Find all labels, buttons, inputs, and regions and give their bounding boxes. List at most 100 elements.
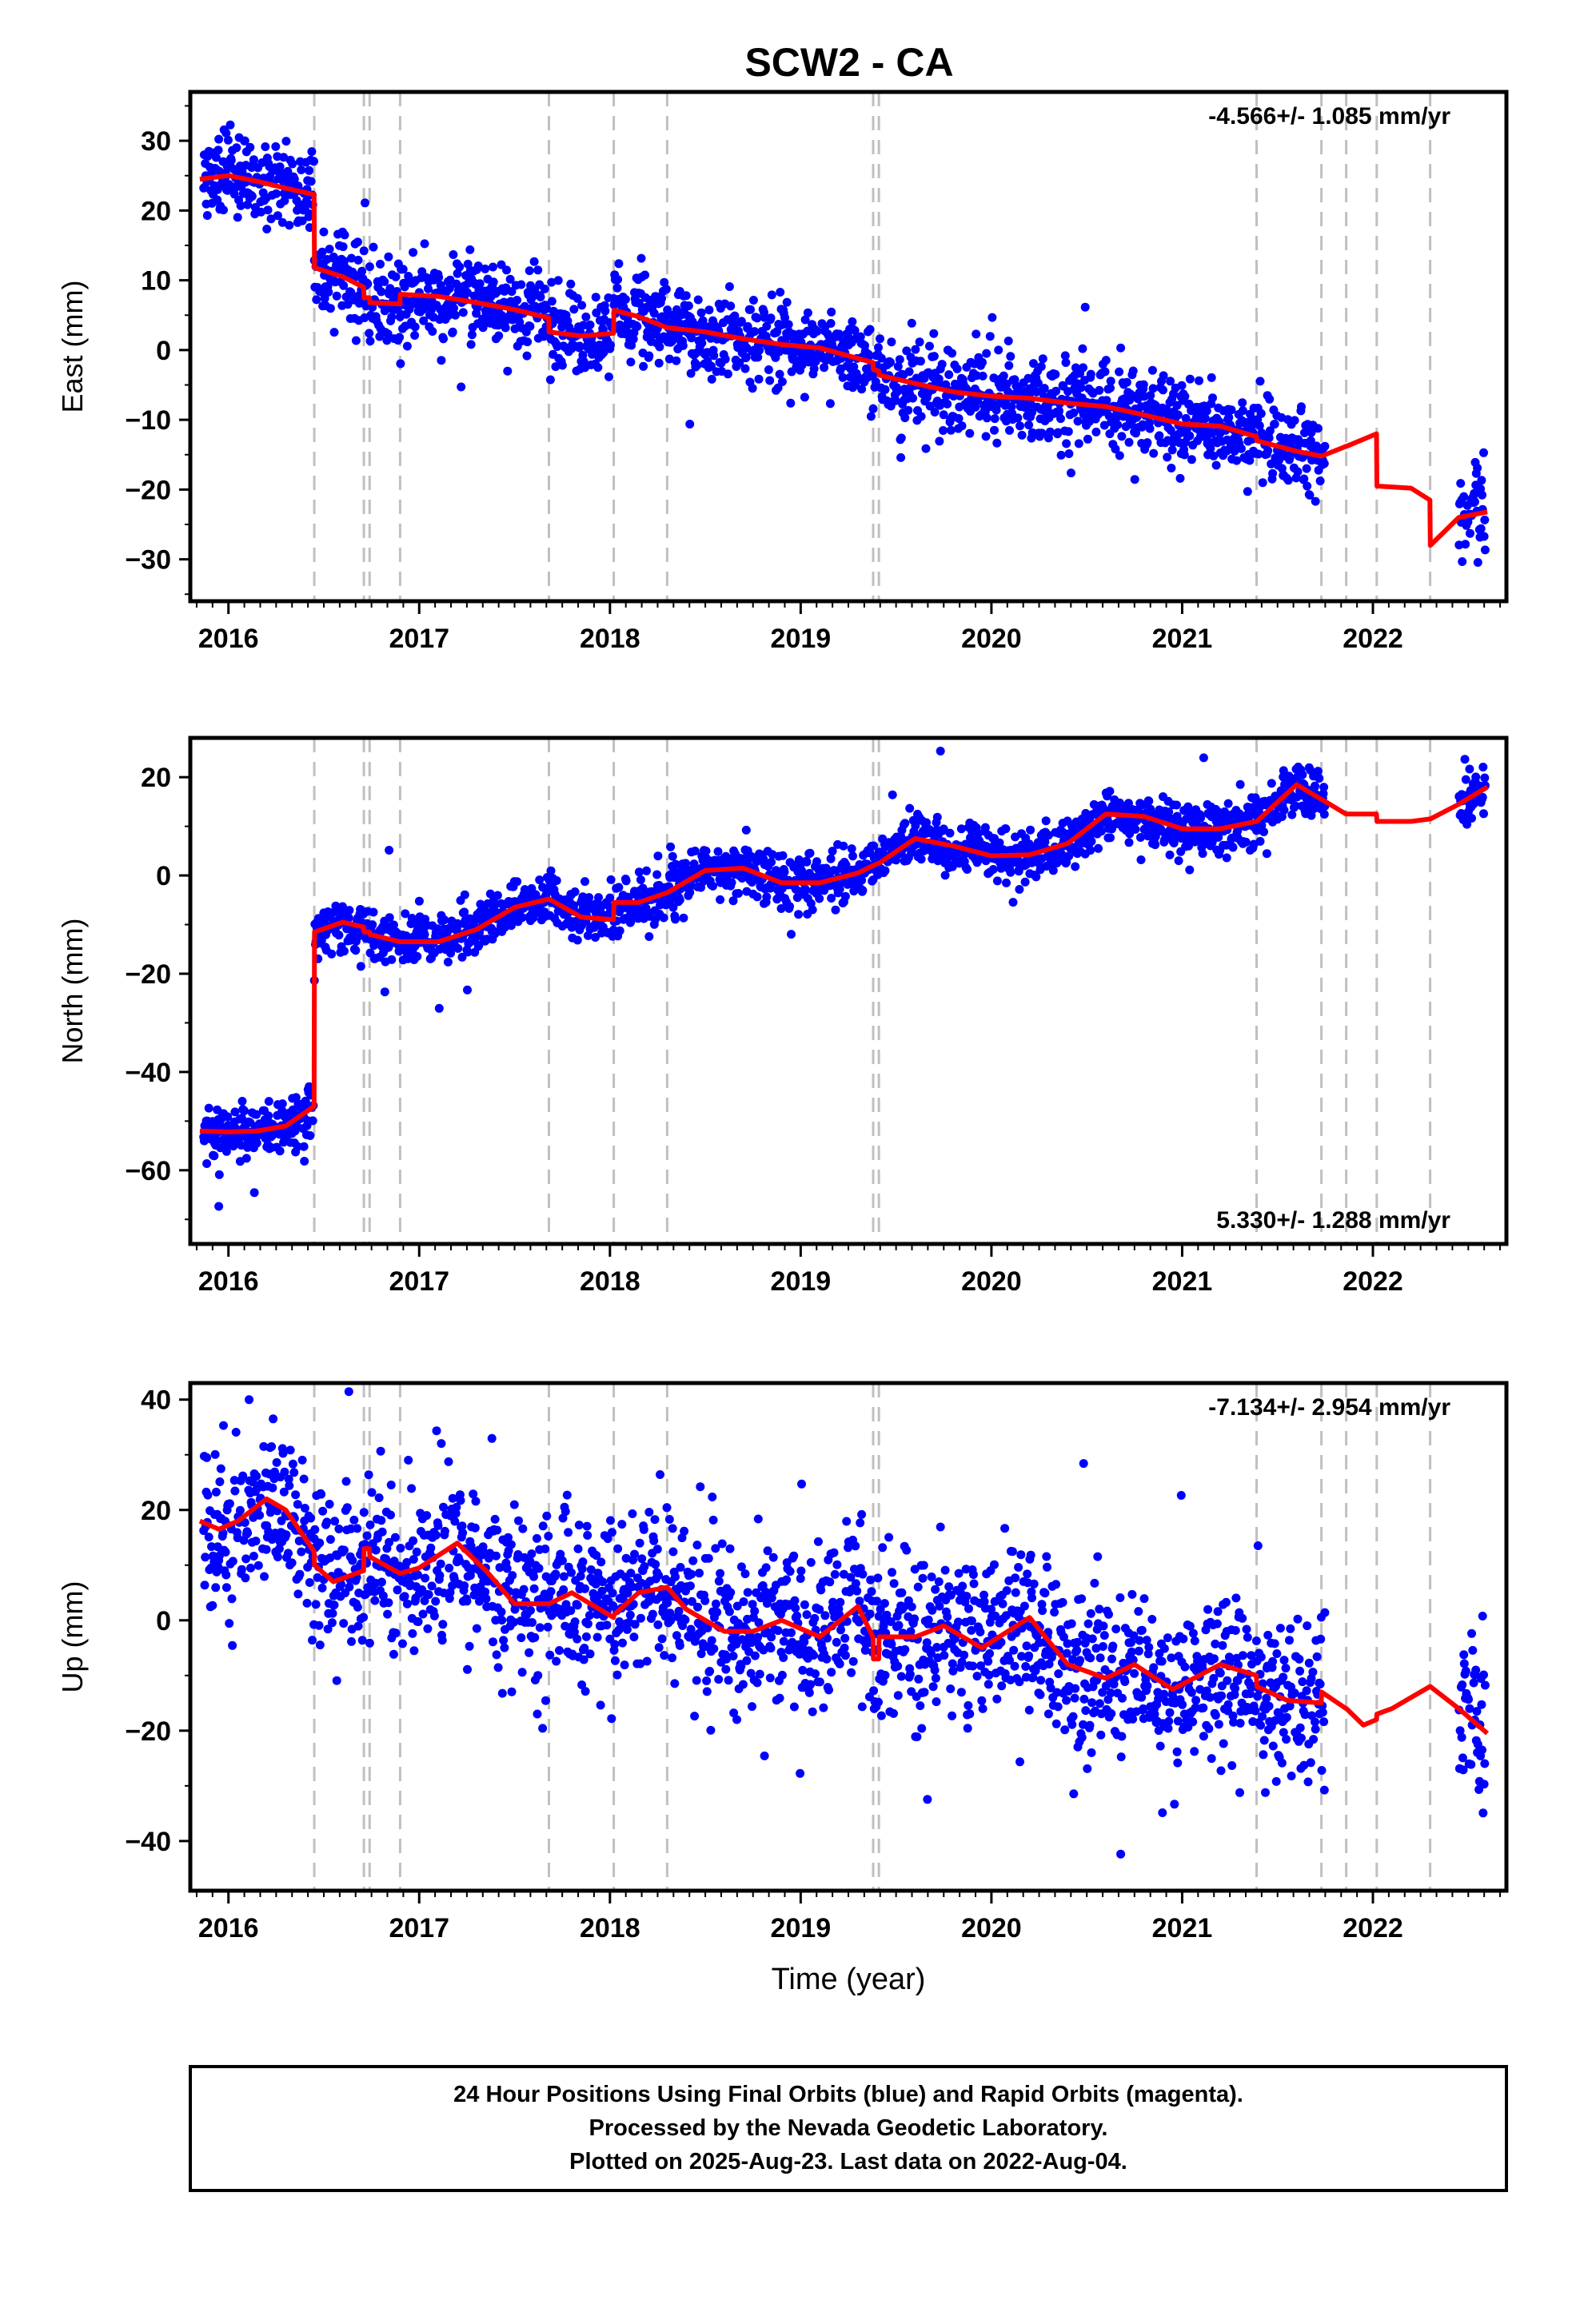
data-point: [423, 1624, 432, 1633]
data-point: [637, 1554, 646, 1563]
data-point: [573, 936, 582, 945]
data-point: [300, 1142, 309, 1151]
data-point: [410, 331, 419, 340]
data-point: [310, 1525, 319, 1534]
data-point: [392, 273, 401, 281]
data-point: [300, 1157, 309, 1166]
data-point: [933, 813, 942, 822]
data-point: [1087, 370, 1095, 379]
data-point: [730, 312, 739, 321]
data-point: [1087, 837, 1096, 846]
data-point: [668, 1524, 677, 1533]
data-point: [441, 1527, 449, 1536]
data-point: [742, 826, 751, 835]
data-point: [963, 865, 972, 874]
data-point: [385, 846, 393, 855]
data-point: [357, 962, 365, 971]
figure-title: SCW2 - CA: [744, 40, 953, 85]
data-point: [1005, 426, 1014, 435]
data-point: [1267, 779, 1276, 787]
data-point: [348, 1557, 357, 1565]
data-point: [536, 1623, 545, 1632]
data-point: [1280, 806, 1289, 815]
data-point: [1137, 855, 1146, 864]
data-point: [953, 365, 962, 373]
data-point: [982, 349, 991, 358]
data-point: [1297, 402, 1306, 411]
data-point: [278, 1099, 287, 1108]
data-point: [1029, 359, 1038, 368]
data-point: [205, 1104, 213, 1113]
data-point: [1268, 469, 1277, 478]
data-point: [986, 332, 995, 341]
data-point: [228, 1641, 237, 1650]
data-point: [1064, 427, 1073, 436]
data-point: [325, 1500, 334, 1509]
data-point: [1461, 540, 1470, 548]
data-point: [1187, 455, 1196, 464]
data-point: [1480, 532, 1489, 541]
data-point: [1167, 464, 1175, 472]
data-point: [939, 426, 948, 435]
data-point: [458, 1529, 467, 1537]
data-point: [201, 1581, 209, 1589]
data-point: [1039, 354, 1047, 363]
data-point: [1076, 383, 1085, 392]
data-point: [1131, 825, 1139, 834]
data-point: [1067, 468, 1075, 477]
data-point: [1212, 461, 1221, 470]
data-point: [1474, 558, 1482, 567]
data-point: [905, 367, 914, 376]
data-point: [366, 337, 375, 345]
data-point: [421, 239, 429, 248]
data-point: [1470, 497, 1479, 506]
data-point: [230, 1487, 239, 1496]
data-point: [688, 1557, 697, 1565]
data-point: [1303, 482, 1311, 491]
data-point: [489, 1637, 497, 1646]
data-point: [497, 1616, 506, 1624]
data-point: [1056, 414, 1065, 423]
data-point: [409, 1646, 418, 1655]
data-point: [428, 327, 437, 336]
data-point: [593, 1633, 602, 1642]
data-point: [1199, 849, 1207, 858]
data-point: [925, 342, 934, 351]
data-point: [529, 1573, 538, 1581]
data-point: [329, 1609, 337, 1618]
data-point: [916, 357, 925, 365]
data-point: [370, 1597, 379, 1605]
data-point: [1466, 529, 1474, 538]
data-point: [285, 221, 293, 229]
data-point: [322, 1517, 331, 1526]
x-tick-label: 2016: [198, 624, 259, 654]
data-point: [679, 341, 688, 350]
data-point: [801, 885, 810, 894]
data-point: [651, 1560, 660, 1569]
data-point: [583, 1531, 592, 1540]
data-point: [520, 1585, 529, 1594]
data-point: [316, 1640, 325, 1649]
data-point: [503, 367, 512, 376]
data-point: [692, 361, 701, 369]
data-point: [377, 1516, 385, 1525]
data-point: [1257, 409, 1266, 418]
data-point: [755, 346, 764, 355]
data-point: [642, 867, 651, 875]
data-point: [1298, 771, 1307, 779]
data-point: [660, 1651, 668, 1660]
data-point: [523, 352, 532, 361]
data-point: [217, 1465, 225, 1473]
data-point: [433, 1426, 441, 1435]
y-tick-label: −40: [125, 1058, 171, 1088]
data-point: [245, 1395, 253, 1404]
data-point: [1131, 475, 1139, 484]
data-point: [383, 1610, 392, 1619]
data-point: [636, 1539, 644, 1548]
data-point: [1004, 337, 1013, 345]
data-point: [203, 1491, 212, 1500]
data-point: [288, 160, 297, 169]
data-point: [431, 1597, 440, 1606]
data-point: [387, 313, 396, 321]
data-point: [404, 1456, 413, 1465]
